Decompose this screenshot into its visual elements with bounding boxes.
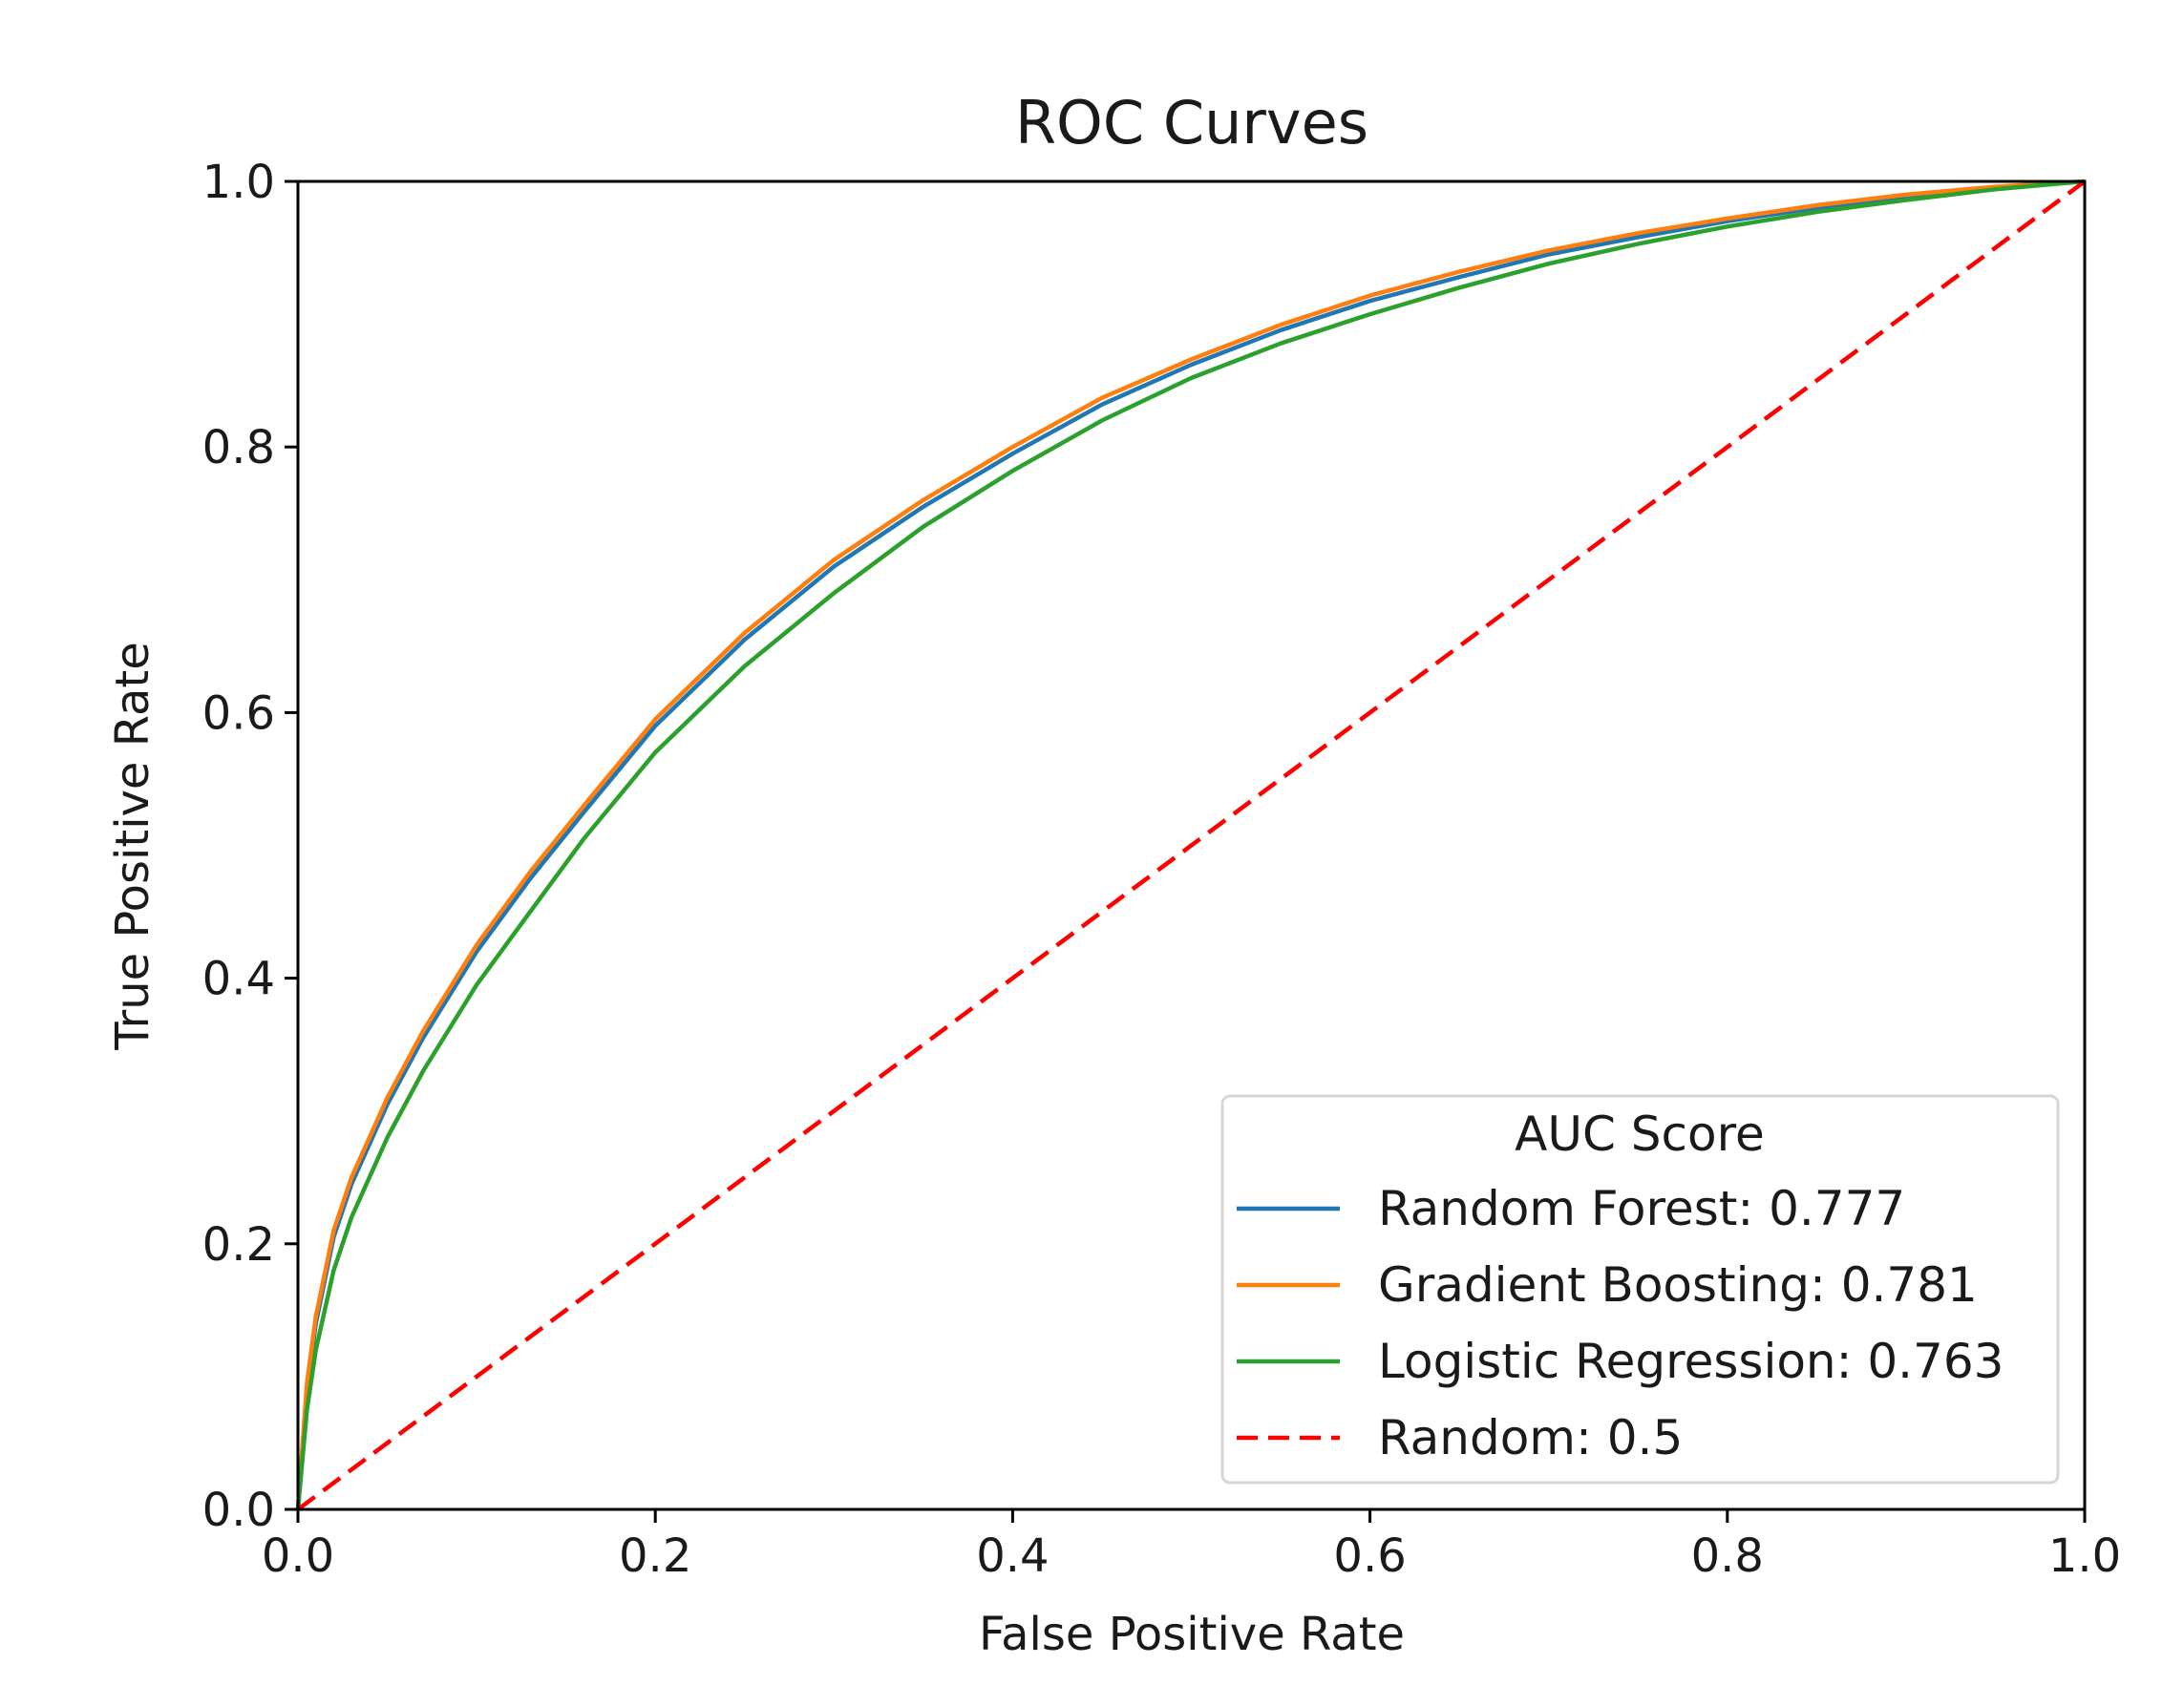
series-line-3 xyxy=(296,179,2087,1511)
legend-label: Random: 0.5 xyxy=(1378,1410,1683,1465)
series-layer xyxy=(295,179,2087,1511)
legend-label: Gradient Boosting: 0.781 xyxy=(1378,1257,1978,1313)
x-tick-label: 1.0 xyxy=(2048,1529,2121,1583)
y-tick-label: 0.4 xyxy=(202,953,275,1006)
series-line-2 xyxy=(295,179,2086,1510)
series-line-1 xyxy=(295,179,2086,1510)
x-tick-label: 0.4 xyxy=(976,1529,1049,1583)
y-tick-label: 0.0 xyxy=(202,1484,275,1537)
y-tick-label: 0.8 xyxy=(202,421,275,474)
x-tick-label: 0.2 xyxy=(619,1529,691,1583)
series-line-0 xyxy=(295,179,2086,1510)
legend: AUC Score Random Forest: 0.777 Gradient B… xyxy=(1220,1094,2060,1485)
x-tick-label: 0.6 xyxy=(1333,1529,1406,1583)
x-tick-label: 0.0 xyxy=(262,1529,334,1583)
legend-entries: Random Forest: 0.777 Gradient Boosting: 0… xyxy=(1237,1181,2004,1465)
legend-label: Random Forest: 0.777 xyxy=(1378,1181,1905,1236)
plot-frame xyxy=(296,179,2087,1511)
y-axis: 0.0 0.2 0.4 0.6 0.8 1.0 xyxy=(202,156,298,1537)
x-axis: 0.0 0.2 0.4 0.6 0.8 1.0 xyxy=(262,1509,2121,1583)
y-tick-label: 0.6 xyxy=(202,686,275,740)
legend-box xyxy=(1220,1094,2060,1485)
legend-title: AUC Score xyxy=(1515,1106,1765,1162)
legend-label: Logistic Regression: 0.763 xyxy=(1378,1334,2004,1389)
x-tick-label: 0.8 xyxy=(1691,1529,1764,1583)
plot-area xyxy=(295,179,2087,1511)
y-axis-label: True Positive Rate xyxy=(106,642,159,1051)
chart-title: ROC Curves xyxy=(1015,88,1368,158)
y-tick-label: 1.0 xyxy=(202,156,275,209)
y-tick-label: 0.2 xyxy=(202,1218,275,1272)
x-axis-label: False Positive Rate xyxy=(979,1608,1405,1661)
